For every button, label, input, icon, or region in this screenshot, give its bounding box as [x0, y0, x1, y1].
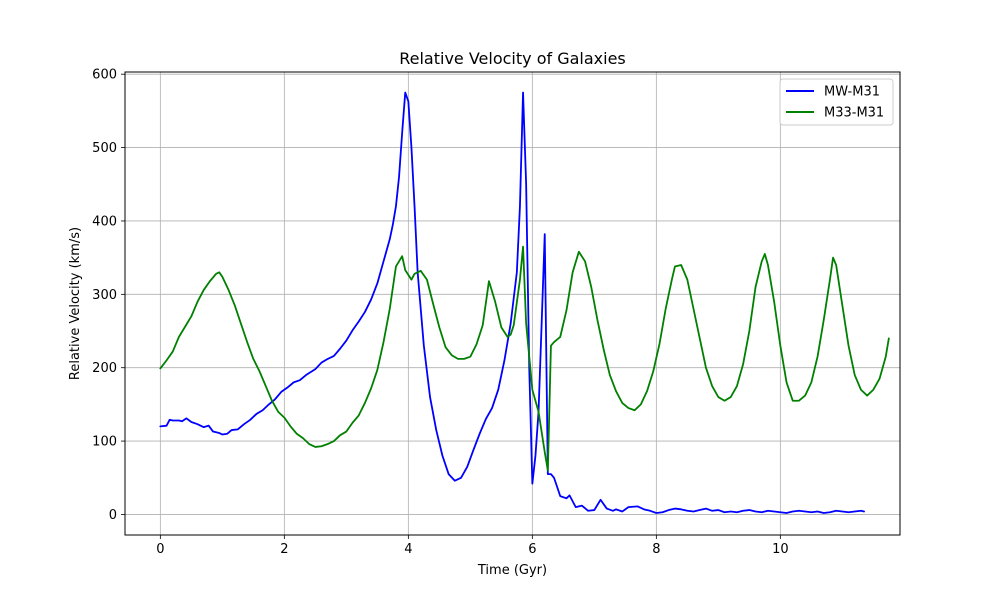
- series-layer: [159, 91, 890, 514]
- x-tick-label: 4: [404, 542, 412, 557]
- x-tick-label: 8: [652, 542, 660, 557]
- y-tick-label: 100: [92, 435, 117, 450]
- y-tick-label: 500: [92, 141, 117, 156]
- legend-label-mw-m31: MW-M31: [824, 85, 880, 100]
- y-tick-label: 200: [92, 361, 117, 376]
- legend: MW-M31 M33-M31: [779, 78, 894, 126]
- legend-label-m33-m31: M33-M31: [824, 106, 884, 121]
- y-tick-label: 400: [92, 214, 117, 229]
- series-line-mw-m31: [159, 91, 865, 514]
- y-axis-label: Relative Velocity (km/s): [68, 227, 83, 380]
- x-tick-label: 2: [280, 542, 288, 557]
- plot-frame: [124, 71, 901, 536]
- x-tick-label: 0: [156, 542, 164, 557]
- x-axis-label: Time (Gyr): [477, 563, 547, 578]
- x-tick-label: 10: [772, 542, 789, 557]
- series-line-m33-m31: [159, 245, 890, 472]
- y-tick-label: 300: [92, 288, 117, 303]
- grid: [125, 72, 900, 535]
- y-tick-label: 600: [92, 68, 117, 83]
- x-tick-label: 6: [528, 542, 536, 557]
- y-tick-label: 0: [109, 508, 117, 523]
- chart-title: Relative Velocity of Galaxies: [399, 49, 626, 68]
